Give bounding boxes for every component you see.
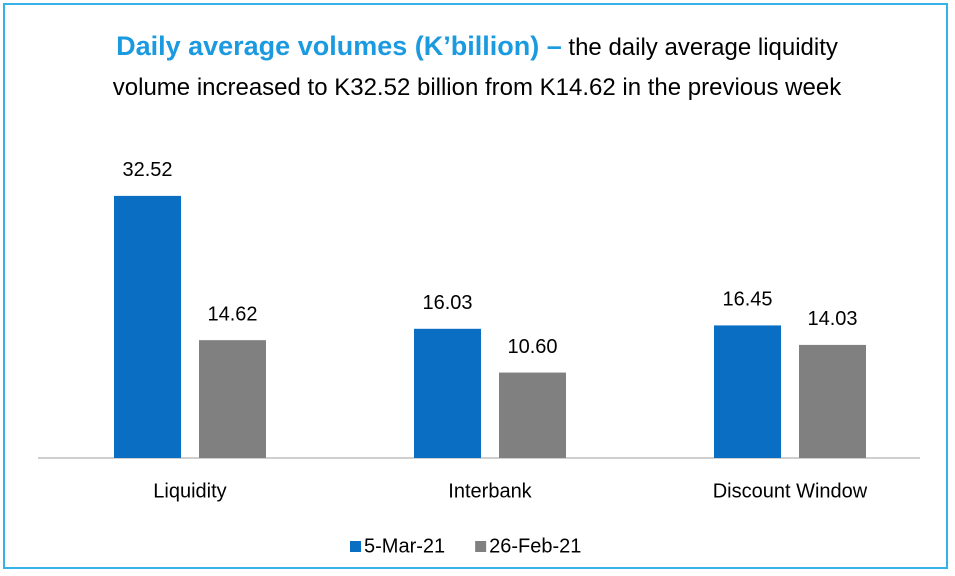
title-block: Daily average volumes (K’billion) – the … bbox=[97, 26, 857, 108]
bar bbox=[114, 195, 181, 458]
frame bbox=[3, 3, 948, 569]
chart-subtitle: the daily average liquidity volume incre… bbox=[112, 34, 842, 101]
bar bbox=[499, 372, 566, 458]
legend-label: 26-Feb-21 bbox=[489, 535, 581, 557]
data-label: 32.52 bbox=[122, 159, 172, 181]
data-label: 14.62 bbox=[207, 303, 257, 325]
chart-title: Daily average volumes (K’billion) – bbox=[116, 31, 562, 61]
data-label: 16.45 bbox=[722, 289, 772, 311]
bar bbox=[799, 344, 866, 458]
data-label: 14.03 bbox=[807, 308, 857, 330]
bar bbox=[714, 325, 781, 458]
x-tick-label: Discount Window bbox=[713, 480, 868, 502]
legend-swatch bbox=[475, 541, 487, 552]
data-label: 16.03 bbox=[422, 292, 472, 314]
data-label: 10.60 bbox=[507, 336, 557, 358]
bar bbox=[199, 340, 266, 458]
x-tick-label: Liquidity bbox=[153, 480, 226, 502]
x-tick-label: Interbank bbox=[448, 480, 532, 502]
bar bbox=[414, 328, 481, 458]
legend-swatch bbox=[350, 541, 361, 552]
legend-label: 5-Mar-21 bbox=[364, 535, 445, 557]
